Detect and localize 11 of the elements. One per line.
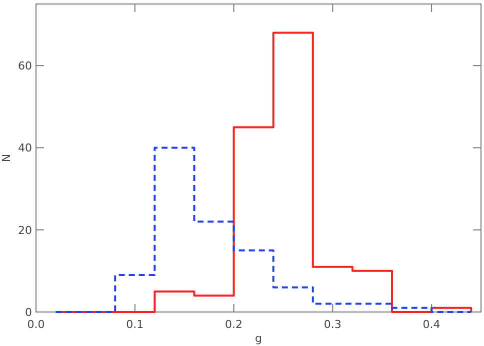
y-tick-label: 20 — [18, 224, 32, 237]
x-tick-label: 0.0 — [27, 318, 45, 331]
x-tick-label: 0.2 — [225, 318, 243, 331]
x-tick-label: 0.4 — [422, 318, 440, 331]
y-tick-label: 40 — [18, 142, 32, 155]
y-axis-title: N — [0, 154, 13, 162]
y-tick-label: 0 — [25, 306, 32, 319]
x-tick-label: 0.1 — [126, 318, 144, 331]
x-tick-label: 0.3 — [324, 318, 342, 331]
y-tick-label: 60 — [18, 60, 32, 73]
x-axis-title: g — [255, 332, 262, 345]
